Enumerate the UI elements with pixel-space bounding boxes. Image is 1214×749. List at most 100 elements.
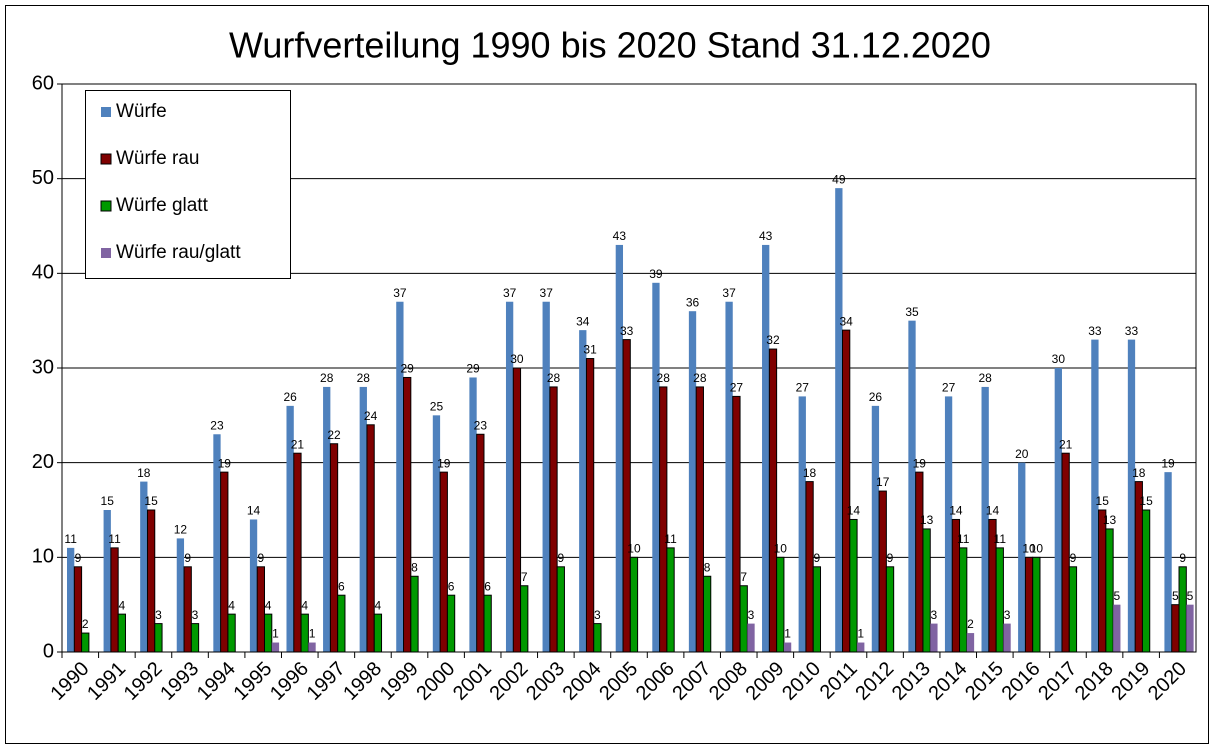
- bar: [695, 386, 704, 653]
- data-label: 9: [1070, 551, 1077, 565]
- data-label: 28: [547, 371, 561, 385]
- data-label: 9: [814, 551, 821, 565]
- bar: [585, 358, 595, 653]
- data-label: 14: [247, 504, 261, 518]
- bar: [67, 547, 75, 652]
- data-label: 29: [400, 362, 414, 376]
- bar: [768, 348, 778, 653]
- bar: [366, 424, 375, 653]
- bar: [264, 613, 273, 653]
- bar: [857, 642, 865, 652]
- bar: [227, 613, 236, 653]
- data-label: 17: [876, 475, 890, 489]
- data-label: 14: [986, 504, 1000, 518]
- data-label: 5: [1187, 589, 1194, 603]
- data-label: 1: [857, 627, 864, 641]
- data-label: 6: [338, 579, 345, 593]
- data-label: 13: [920, 513, 934, 527]
- bar: [256, 566, 266, 653]
- bar: [1178, 566, 1187, 653]
- bar: [183, 566, 192, 653]
- bar: [783, 642, 792, 652]
- bar: [1024, 556, 1034, 653]
- legend-label: Würfe rau: [116, 148, 199, 169]
- bar: [1171, 604, 1180, 653]
- data-label: 8: [704, 560, 711, 574]
- data-label: 2: [967, 617, 974, 631]
- legend-label: Würfe glatt: [116, 195, 209, 216]
- y-tick-label: 30: [32, 356, 54, 378]
- data-label: 22: [327, 428, 341, 442]
- bar: [966, 633, 975, 652]
- data-label: 19: [913, 456, 927, 470]
- data-label: 4: [228, 598, 235, 612]
- data-label: 1: [784, 627, 791, 641]
- bar: [469, 377, 477, 652]
- bar: [812, 566, 822, 653]
- bar: [885, 566, 895, 653]
- bar: [776, 556, 785, 653]
- bar: [747, 623, 755, 652]
- bar: [1018, 462, 1026, 652]
- legend-label: Würfe: [116, 101, 167, 122]
- data-label: 26: [283, 390, 297, 404]
- bar: [615, 244, 624, 652]
- bar: [190, 623, 200, 653]
- data-label: 7: [740, 570, 747, 584]
- legend-box: [85, 90, 291, 279]
- bar: [1141, 509, 1151, 653]
- bar: [629, 556, 639, 653]
- data-label: 26: [869, 390, 883, 404]
- data-label: 2: [82, 617, 89, 631]
- data-label: 14: [847, 504, 861, 518]
- data-label: 6: [448, 579, 455, 593]
- data-label: 5: [1113, 589, 1120, 603]
- legend-swatch: [101, 107, 111, 117]
- bar: [439, 471, 448, 653]
- bar: [556, 566, 565, 653]
- data-label: 3: [192, 608, 199, 622]
- bar: [1003, 623, 1011, 652]
- data-label: 43: [613, 229, 627, 243]
- data-label: 15: [101, 494, 115, 508]
- data-label: 4: [375, 598, 382, 612]
- data-label: 20: [1015, 447, 1029, 461]
- data-label: 32: [766, 333, 780, 347]
- bar: [841, 329, 851, 653]
- y-tick-label: 40: [32, 262, 54, 284]
- bar: [396, 301, 404, 652]
- data-label: 4: [265, 598, 272, 612]
- data-label: 31: [583, 343, 597, 357]
- bar: [308, 642, 316, 652]
- legend-label: Würfe rau/glatt: [116, 242, 241, 263]
- bar: [1105, 528, 1114, 653]
- bar: [73, 566, 83, 653]
- bar: [1091, 339, 1099, 652]
- bar: [666, 547, 675, 653]
- bar: [373, 613, 383, 653]
- data-label: 25: [430, 400, 444, 414]
- bar: [930, 623, 938, 652]
- bar: [871, 405, 880, 652]
- data-label: 28: [657, 371, 671, 385]
- bar: [995, 547, 1004, 653]
- legend-swatch: [101, 248, 111, 258]
- bar: [981, 386, 989, 652]
- data-label: 27: [942, 381, 956, 395]
- data-label: 28: [320, 371, 334, 385]
- bar: [1113, 604, 1121, 652]
- bar: [622, 339, 631, 653]
- legend-swatch: [100, 153, 112, 165]
- data-label: 9: [75, 551, 82, 565]
- bar: [81, 632, 90, 653]
- data-label: 28: [693, 371, 707, 385]
- bar: [739, 585, 748, 653]
- legend: Würfe Würfe rau Würfe glatt Würfe rau/glatt: [85, 90, 291, 279]
- bar: [1068, 566, 1078, 653]
- data-label: 28: [357, 371, 371, 385]
- data-label: 5: [1172, 589, 1179, 603]
- data-label: 29: [466, 362, 480, 376]
- data-label: 19: [437, 456, 451, 470]
- data-label: 10: [1022, 542, 1036, 556]
